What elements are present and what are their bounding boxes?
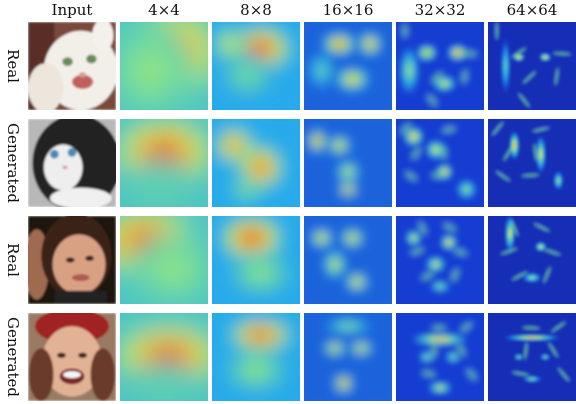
col-header-16x16: 16×16 (322, 1, 374, 19)
row-4-8x8-heatmap (212, 313, 300, 401)
row-1-32x32-heatmap (396, 22, 484, 110)
col-header-32x32: 32×32 (414, 1, 466, 19)
row-1-4x4-heatmap (120, 22, 208, 110)
row-label-3: Real (4, 243, 23, 277)
row-3-64x64-heatmap (488, 216, 576, 304)
row-2-input-photo (28, 119, 116, 207)
row-label-1: Real (4, 49, 23, 83)
row-3-32x32-heatmap (396, 216, 484, 304)
row-4-64x64-heatmap (488, 313, 576, 401)
col-header-input: Input (51, 1, 93, 19)
row-4-input-photo (28, 313, 116, 401)
row-1-8x8-heatmap (212, 22, 300, 110)
row-2-8x8-heatmap (212, 119, 300, 207)
row-3-16x16-heatmap (304, 216, 392, 304)
row-4-4x4-heatmap (120, 313, 208, 401)
row-3-8x8-heatmap (212, 216, 300, 304)
row-4-16x16-heatmap (304, 313, 392, 401)
col-header-64x64: 64×64 (506, 1, 558, 19)
row-1-input-photo (28, 22, 116, 110)
col-header-8x8: 8×8 (240, 1, 272, 19)
row-2-64x64-heatmap (488, 119, 576, 207)
row-2-4x4-heatmap (120, 119, 208, 207)
row-label-4: Generated (4, 316, 22, 398)
row-label-2: Generated (4, 122, 22, 204)
row-1-64x64-heatmap (488, 22, 576, 110)
row-2-32x32-heatmap (396, 119, 484, 207)
row-3-4x4-heatmap (120, 216, 208, 304)
row-2-16x16-heatmap (304, 119, 392, 207)
row-1-16x16-heatmap (304, 22, 392, 110)
col-header-4x4: 4×4 (148, 1, 180, 19)
row-4-32x32-heatmap (396, 313, 484, 401)
row-3-input-photo (28, 216, 116, 304)
